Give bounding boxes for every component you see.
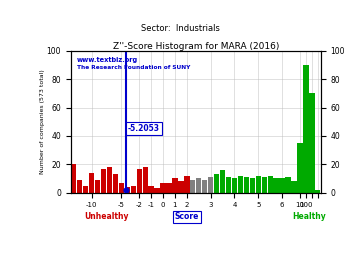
Bar	[249, 178, 255, 193]
Bar	[267, 176, 273, 193]
Text: Sector:  Industrials: Sector: Industrials	[140, 24, 220, 33]
Bar	[291, 181, 297, 193]
Text: Unhealthy: Unhealthy	[84, 212, 129, 221]
Bar	[166, 183, 172, 193]
Bar	[119, 183, 124, 193]
Bar	[190, 180, 195, 193]
Bar	[285, 177, 291, 193]
Bar	[256, 176, 261, 193]
Bar	[161, 183, 166, 193]
Y-axis label: Number of companies (573 total): Number of companies (573 total)	[40, 69, 45, 174]
Bar	[71, 164, 76, 193]
Bar	[178, 181, 184, 193]
Bar	[107, 167, 112, 193]
Text: The Research Foundation of SUNY: The Research Foundation of SUNY	[77, 65, 190, 70]
Bar	[220, 170, 225, 193]
Bar	[143, 167, 148, 193]
Text: Healthy: Healthy	[292, 212, 326, 221]
Bar	[244, 177, 249, 193]
Bar	[226, 177, 231, 193]
Bar	[89, 173, 94, 193]
Bar	[297, 143, 303, 193]
Bar	[196, 178, 202, 193]
Bar	[77, 180, 82, 193]
Text: -5.2053: -5.2053	[128, 124, 160, 133]
Title: Z''-Score Histogram for MARA (2016): Z''-Score Histogram for MARA (2016)	[113, 42, 279, 51]
Bar	[136, 168, 142, 193]
Bar	[208, 177, 213, 193]
Bar	[238, 176, 243, 193]
Bar	[274, 178, 279, 193]
Bar	[125, 187, 130, 193]
Bar	[202, 180, 207, 193]
Bar	[279, 178, 285, 193]
Bar	[303, 65, 309, 193]
Bar	[262, 177, 267, 193]
Bar	[214, 174, 219, 193]
Bar	[131, 185, 136, 193]
Bar	[113, 174, 118, 193]
Bar	[232, 178, 237, 193]
Text: Score: Score	[175, 212, 199, 221]
Bar	[95, 180, 100, 193]
Bar	[83, 185, 88, 193]
Bar	[309, 93, 315, 193]
Bar	[172, 178, 177, 193]
Bar	[148, 185, 154, 193]
Bar	[315, 190, 320, 193]
Bar	[184, 176, 190, 193]
Bar	[101, 168, 106, 193]
Text: www.textbiz.org: www.textbiz.org	[77, 57, 138, 63]
Bar	[154, 188, 160, 193]
